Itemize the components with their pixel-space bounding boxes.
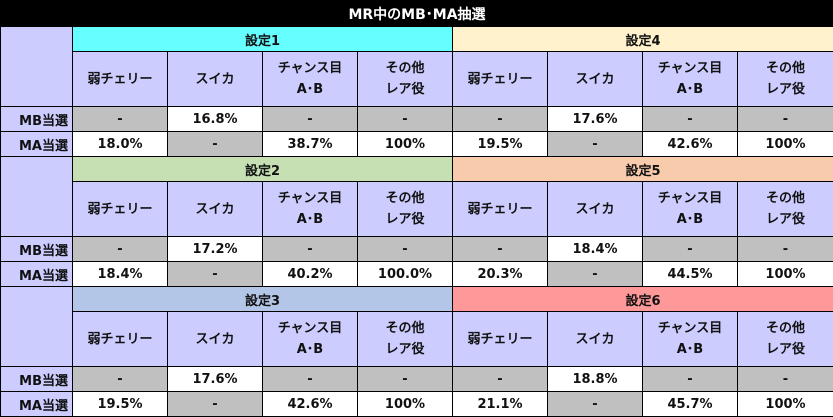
value-cell: - xyxy=(642,106,738,132)
column-header: スイカ xyxy=(547,181,643,237)
column-header: 弱チェリー xyxy=(452,51,548,107)
value-cell: 18.0% xyxy=(72,131,168,157)
value-cell: - xyxy=(262,106,358,132)
value-cell: - xyxy=(357,236,453,262)
corner-cell xyxy=(0,26,73,107)
value-cell: - xyxy=(167,261,263,287)
value-cell: - xyxy=(262,236,358,262)
value-cell: 20.3% xyxy=(452,261,548,287)
column-header: スイカ xyxy=(167,311,263,367)
value-cell: - xyxy=(452,366,548,392)
value-cell: - xyxy=(737,366,833,392)
column-header: スイカ xyxy=(547,311,643,367)
value-cell: - xyxy=(72,366,168,392)
column-header: チャンス目 A･B xyxy=(262,181,358,237)
value-cell: 100% xyxy=(357,391,453,417)
column-header: その他 レア役 xyxy=(737,51,833,107)
corner-cell xyxy=(0,156,73,237)
value-cell: 18.4% xyxy=(72,261,168,287)
value-cell: - xyxy=(167,131,263,157)
value-cell: 100% xyxy=(737,131,833,157)
column-header: スイカ xyxy=(547,51,643,107)
value-cell: - xyxy=(357,106,453,132)
column-header: 弱チェリー xyxy=(72,181,168,237)
value-cell: 18.4% xyxy=(547,236,643,262)
column-header: その他 レア役 xyxy=(357,311,453,367)
value-cell: 17.6% xyxy=(547,106,643,132)
column-header: 弱チェリー xyxy=(72,311,168,367)
setting-header-right: 設定5 xyxy=(452,156,833,182)
column-header: チャンス目 A･B xyxy=(262,51,358,107)
value-cell: - xyxy=(547,261,643,287)
column-header: スイカ xyxy=(167,181,263,237)
value-cell: 45.7% xyxy=(642,391,738,417)
value-cell: - xyxy=(167,391,263,417)
row-label-ma: MA当選 xyxy=(0,131,73,157)
value-cell: 19.5% xyxy=(452,131,548,157)
row-label-ma: MA当選 xyxy=(0,261,73,287)
setting-header-left: 設定1 xyxy=(72,26,453,52)
value-cell: - xyxy=(547,131,643,157)
value-cell: - xyxy=(642,366,738,392)
value-cell: 100% xyxy=(737,391,833,417)
value-cell: 38.7% xyxy=(262,131,358,157)
value-cell: 42.6% xyxy=(262,391,358,417)
value-cell: 100.0% xyxy=(357,261,453,287)
column-header: チャンス目 A･B xyxy=(642,181,738,237)
row-label-mb: MB当選 xyxy=(0,236,73,262)
value-cell: - xyxy=(262,366,358,392)
column-header: 弱チェリー xyxy=(452,181,548,237)
column-header: その他 レア役 xyxy=(357,181,453,237)
setting-header-right: 設定4 xyxy=(452,26,833,52)
column-header: 弱チェリー xyxy=(72,51,168,107)
value-cell: - xyxy=(452,236,548,262)
value-cell: 100% xyxy=(737,261,833,287)
value-cell: 17.6% xyxy=(167,366,263,392)
value-cell: 42.6% xyxy=(642,131,738,157)
corner-cell xyxy=(0,286,73,367)
setting-header-left: 設定3 xyxy=(72,286,453,312)
value-cell: - xyxy=(72,106,168,132)
column-header: チャンス目 A･B xyxy=(262,311,358,367)
value-cell: 17.2% xyxy=(167,236,263,262)
value-cell: 19.5% xyxy=(72,391,168,417)
value-cell: 40.2% xyxy=(262,261,358,287)
value-cell: - xyxy=(72,236,168,262)
setting-header-right: 設定6 xyxy=(452,286,833,312)
row-label-mb: MB当選 xyxy=(0,106,73,132)
value-cell: 16.8% xyxy=(167,106,263,132)
value-cell: 100% xyxy=(357,131,453,157)
value-cell: 18.8% xyxy=(547,366,643,392)
value-cell: - xyxy=(737,106,833,132)
column-header: その他 レア役 xyxy=(737,181,833,237)
value-cell: - xyxy=(737,236,833,262)
value-cell: - xyxy=(547,391,643,417)
column-header: スイカ xyxy=(167,51,263,107)
column-header: 弱チェリー xyxy=(452,311,548,367)
value-cell: - xyxy=(452,106,548,132)
column-header: チャンス目 A･B xyxy=(642,311,738,367)
value-cell: 21.1% xyxy=(452,391,548,417)
column-header: その他 レア役 xyxy=(737,311,833,367)
setting-header-left: 設定2 xyxy=(72,156,453,182)
value-cell: - xyxy=(642,236,738,262)
column-header: チャンス目 A･B xyxy=(642,51,738,107)
value-cell: 44.5% xyxy=(642,261,738,287)
column-header: その他 レア役 xyxy=(357,51,453,107)
row-label-mb: MB当選 xyxy=(0,366,73,392)
row-label-ma: MA当選 xyxy=(0,391,73,417)
value-cell: - xyxy=(357,366,453,392)
table-title: MR中のMB･MA抽選 xyxy=(0,0,833,27)
